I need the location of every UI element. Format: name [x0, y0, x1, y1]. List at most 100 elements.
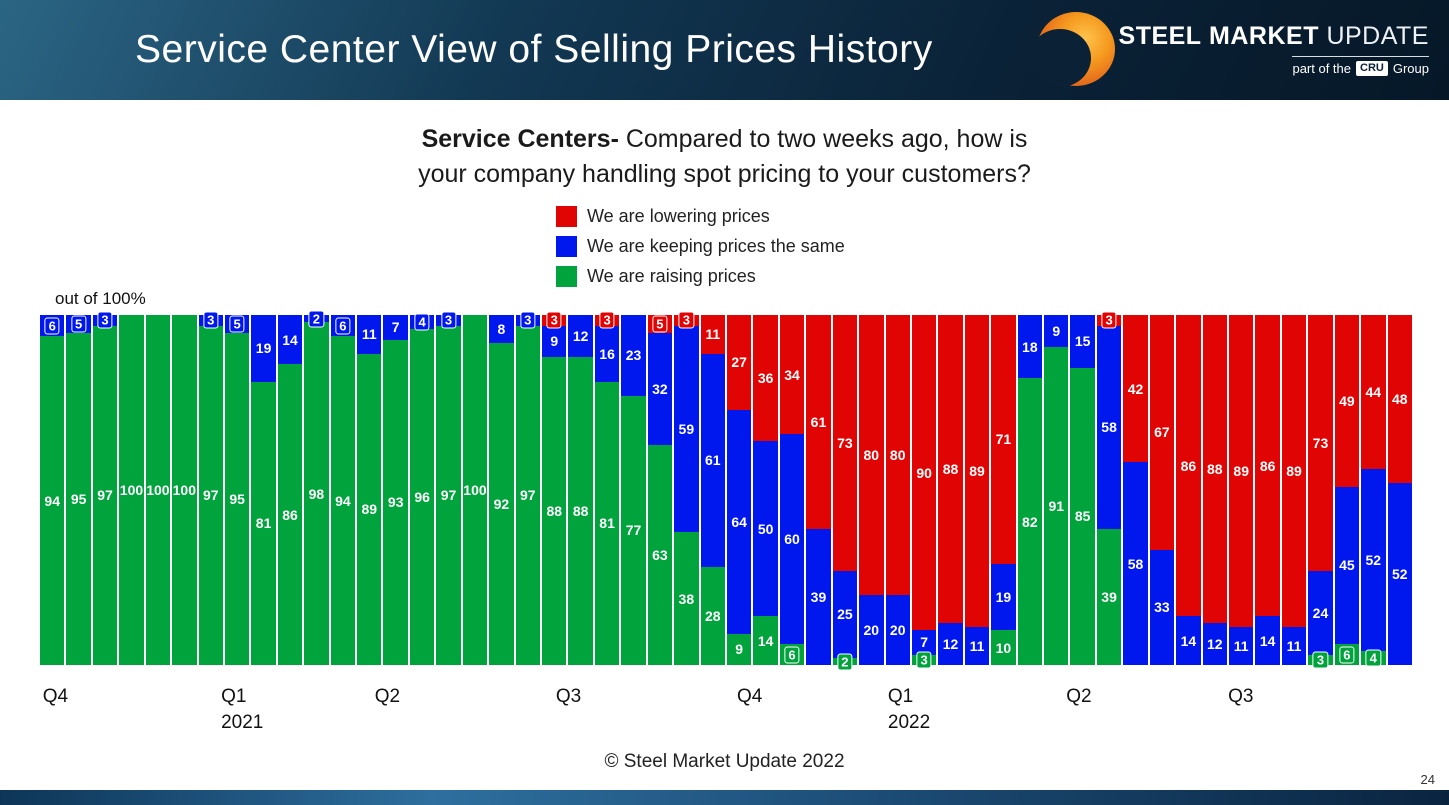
stacked-bar: 89 11	[1281, 315, 1307, 665]
segment-raising: 100	[145, 315, 171, 665]
stacked-bar: 34 60 6	[779, 315, 805, 665]
segment-same: 14	[1176, 616, 1201, 665]
segment-same: 8	[489, 315, 514, 343]
segment-raising: 94	[330, 336, 356, 665]
segment-value-same: 39	[810, 588, 827, 605]
segment-lowering: 73	[832, 315, 858, 571]
segment-same: 64	[726, 409, 752, 634]
segment-same: 9	[542, 325, 567, 357]
segment-badge-raising: 6	[784, 646, 800, 663]
segment-same: 52	[1361, 469, 1386, 651]
stacked-bar: 9 91	[1044, 315, 1069, 665]
x-axis-quarter: Q4	[42, 686, 69, 707]
x-axis-year: 2021	[221, 711, 264, 733]
stacked-bar: 100	[462, 315, 488, 665]
chart-question-line1-rest: Compared to two weeks ago, how is	[618, 125, 1028, 153]
segment-lowering: 34	[779, 315, 805, 434]
segment-same: 45	[1334, 486, 1360, 644]
segment-value-lowering: 86	[1180, 457, 1197, 474]
segment-value-raising: 95	[70, 490, 87, 507]
x-axis-quarter: Q3	[1228, 686, 1254, 707]
stacked-bar: 100	[145, 315, 171, 665]
segment-value-raising: 88	[572, 503, 589, 519]
segment-value-same: 18	[1022, 338, 1038, 355]
segment-same: 7	[911, 630, 937, 655]
segment-same: 16	[594, 325, 620, 382]
segment-value-raising: 94	[44, 492, 60, 509]
wordmark-update: UPDATE	[1326, 22, 1429, 50]
x-axis: Q4 Q1 2021 Q2 Q3 Q4 Q1 2022 Q2 Q3	[40, 684, 1412, 744]
segment-value-same: 9	[1052, 322, 1061, 339]
segment-value-same: 11	[1233, 637, 1249, 654]
segment-value-same: 61	[704, 452, 721, 469]
segment-badge-raising: 2	[837, 653, 853, 670]
segment-value-lowering: 80	[863, 447, 880, 463]
stacked-bar: 3 58 39	[1096, 311, 1122, 665]
plot-area: 6 94 5 95 3 97 100 100 100 3 97 5 95 19 81 14 86 2 98 6 94 11…	[40, 310, 1412, 670]
stacked-bar: 86 14	[1176, 315, 1201, 665]
segment-raising: 97	[198, 325, 223, 665]
stacked-bar: 27 64 9	[726, 315, 752, 665]
segment-value-raising: 63	[652, 546, 668, 563]
segment-value-same: 16	[599, 345, 615, 362]
stacked-bar: 7 93	[383, 315, 408, 665]
segment-value-raising: 100	[146, 482, 170, 498]
segment-raising: 89	[357, 353, 382, 665]
x-axis-label: Q4	[43, 684, 68, 710]
segment-raising: 91	[1044, 346, 1069, 665]
segment-same: 11	[1281, 626, 1307, 665]
segment-raising: 94	[40, 336, 65, 665]
segment-same: 14	[1255, 616, 1280, 665]
segment-value-lowering: 34	[784, 366, 800, 383]
segment-value-same: 11	[361, 326, 377, 343]
segment-badge-lowering: 3	[599, 311, 615, 329]
segment-value-same: 20	[889, 622, 906, 638]
segment-value-raising: 92	[493, 496, 510, 512]
segment-lowering: 42	[1123, 315, 1148, 462]
legend-label-lowering: We are lowering prices	[587, 206, 770, 226]
segment-raising: 96	[409, 329, 435, 665]
stacked-bar: 3 59 38	[674, 311, 699, 665]
segment-value-same: 64	[731, 513, 747, 530]
segment-raising: 97	[92, 325, 118, 665]
stacked-bar: 3 9 88	[542, 311, 567, 665]
segment-raising: 77	[621, 395, 646, 665]
stacked-bar: 11 61 28	[700, 315, 725, 665]
segment-value-lowering: 80	[889, 447, 906, 463]
stacked-bar: 3 97	[515, 311, 541, 665]
segment-value-raising: 86	[282, 506, 298, 523]
segment-value-same: 33	[1154, 599, 1170, 616]
segment-same: 15	[1070, 315, 1095, 368]
segment-raising: 97	[436, 325, 461, 665]
segment-value-same: 32	[652, 380, 668, 397]
segment-value-same: 25	[837, 606, 853, 623]
stacked-bar: 15 85	[1070, 315, 1095, 665]
segment-badge-same: 6	[335, 317, 351, 334]
segment-value-same: 19	[255, 340, 272, 357]
segment-lowering: 88	[938, 315, 963, 623]
stacked-bar: 88 12	[938, 315, 963, 665]
segment-value-lowering: 11	[705, 326, 721, 343]
segment-value-same: 45	[1339, 557, 1355, 574]
segment-same: 19	[251, 315, 276, 382]
segment-same: 11	[964, 626, 990, 665]
segment-value-same: 11	[1286, 637, 1302, 654]
stacked-bar: 48 52	[1387, 315, 1412, 665]
segment-value-lowering: 73	[837, 434, 853, 451]
segment-value-raising: 28	[704, 608, 721, 624]
segment-badge-raising: 4	[1365, 649, 1381, 667]
segment-same: 9	[1044, 315, 1069, 347]
segment-raising: 88	[542, 357, 567, 665]
chart-question-line1: Service Centers- Compared to two weeks a…	[0, 122, 1449, 157]
segment-value-same: 7	[920, 634, 929, 651]
segment-raising: 100	[172, 315, 197, 665]
tagline-post: Group	[1392, 61, 1429, 76]
segment-lowering: 73	[1308, 315, 1333, 571]
stacked-bar: 6 94	[40, 315, 65, 665]
wordmark-market: MARKET	[1209, 22, 1319, 50]
stacked-bar: 19 81	[251, 315, 276, 665]
segment-value-raising: 38	[678, 590, 695, 607]
segment-same: 39	[806, 528, 831, 665]
stacked-bar: 67 33	[1149, 315, 1175, 665]
segment-same: 19	[991, 563, 1016, 630]
